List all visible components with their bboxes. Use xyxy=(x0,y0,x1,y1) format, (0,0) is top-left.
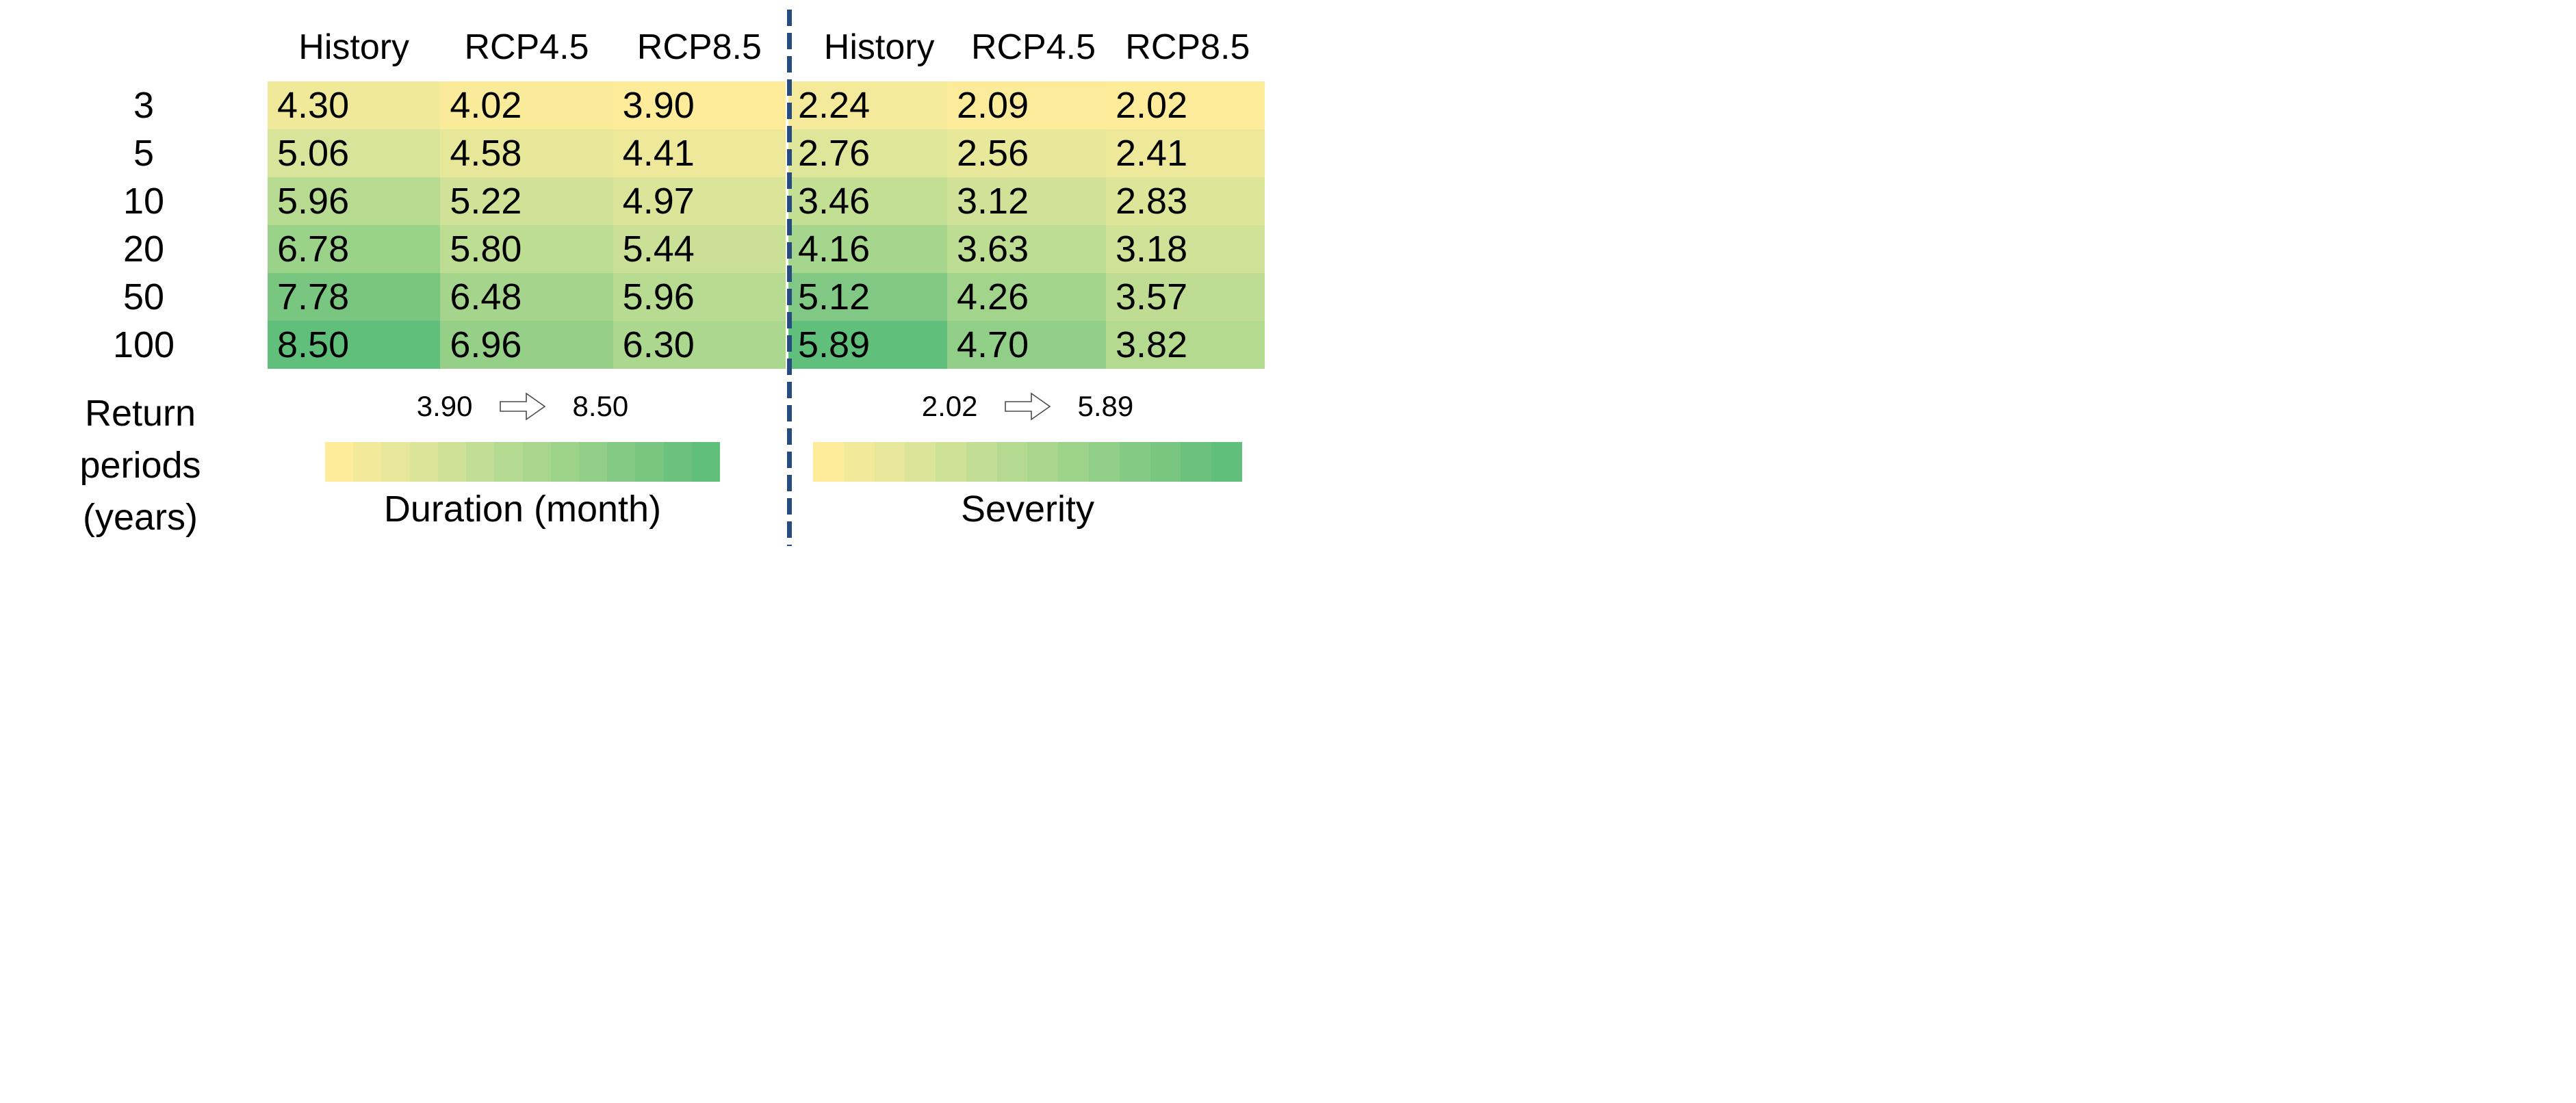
heatmap-cell: 4.26 xyxy=(947,273,1106,321)
colorbar-segment xyxy=(843,442,875,482)
heatmap-figure: History RCP4.5 RCP8.5 History RCP4.5 RCP8.5 … xyxy=(0,0,1288,552)
colorbar-segment xyxy=(966,442,997,482)
heatmap-cell: 6.78 xyxy=(268,225,441,273)
colorbar-segment xyxy=(437,442,467,482)
column-header-rcp4-5: RCP4.5 xyxy=(970,27,1096,67)
colorbar-segment xyxy=(813,442,844,482)
return-period-label: 20 xyxy=(123,229,165,270)
heatmap-cell: 5.12 xyxy=(788,273,947,321)
colorbar-segment xyxy=(409,442,438,482)
colorbar-segment xyxy=(607,442,636,482)
heatmap-cell: 6.30 xyxy=(613,321,786,369)
severity-colorbar xyxy=(813,442,1242,482)
heatmap-cell: 2.09 xyxy=(947,81,1106,129)
return-period-label: 100 xyxy=(112,324,175,365)
heatmap-cell: 3.90 xyxy=(613,81,786,129)
column-headers-severity: History RCP4.5 RCP8.5 xyxy=(802,25,1265,70)
column-header-rcp8-5: RCP8.5 xyxy=(636,27,762,67)
block-divider-dashed-line xyxy=(787,10,792,546)
colorbar-segment xyxy=(691,442,721,482)
right-arrow-icon xyxy=(1004,392,1051,421)
heatmap-cell: 7.78 xyxy=(268,273,441,321)
heatmap-cell: 4.41 xyxy=(613,129,786,177)
colorbar-segment xyxy=(905,442,936,482)
colorbar-segment xyxy=(996,442,1028,482)
colorbar-segment xyxy=(635,442,664,482)
row-axis-label-line1: Return xyxy=(84,393,196,434)
severity-heatmap: 2.24 2.09 2.02 2.76 2.56 2.41 3.46 3.12 2.83 4.16… xyxy=(788,81,1265,369)
heatmap-cell: 6.48 xyxy=(440,273,613,321)
heatmap-cell: 2.41 xyxy=(1106,129,1265,177)
colorbar-segment xyxy=(1027,442,1059,482)
heatmap-cell: 3.82 xyxy=(1106,321,1265,369)
row-axis-label-line3: (years) xyxy=(82,497,198,538)
heatmap-cell: 5.80 xyxy=(440,225,613,273)
heatmap-cell: 3.57 xyxy=(1106,273,1265,321)
return-period-labels: 3 5 10 20 50 100 xyxy=(41,81,246,369)
return-period-label: 3 xyxy=(133,85,155,126)
colorbar-segment xyxy=(550,442,579,482)
heatmap-cell: 5.89 xyxy=(788,321,947,369)
column-header-history: History xyxy=(823,27,935,67)
duration-colorbar-range: 3.90 8.50 xyxy=(325,387,720,426)
return-period-label: 50 xyxy=(123,276,165,317)
heatmap-cell: 2.56 xyxy=(947,129,1106,177)
heatmap-cell: 2.24 xyxy=(788,81,947,129)
colorbar-segment xyxy=(494,442,523,482)
duration-colorbar-title: Duration (month) xyxy=(383,489,662,530)
heatmap-cell: 6.96 xyxy=(440,321,613,369)
duration-max-value: 8.50 xyxy=(572,390,629,422)
colorbar-segment xyxy=(522,442,551,482)
colorbar-segment xyxy=(1058,442,1090,482)
colorbar-segment xyxy=(1181,442,1212,482)
column-header-rcp4-5: RCP4.5 xyxy=(464,27,589,67)
colorbar-segment xyxy=(381,442,410,482)
heatmap-cell: 4.30 xyxy=(268,81,441,129)
return-period-label: 5 xyxy=(133,133,155,174)
row-axis-label-line2: periods xyxy=(79,445,201,486)
heatmap-cell: 4.02 xyxy=(440,81,613,129)
colorbar-segment xyxy=(663,442,692,482)
heatmap-cell: 5.06 xyxy=(268,129,441,177)
duration-min-value: 3.90 xyxy=(416,390,473,422)
right-arrow-icon xyxy=(499,392,545,421)
heatmap-cell: 2.83 xyxy=(1106,177,1265,225)
column-headers-duration: History RCP4.5 RCP8.5 xyxy=(268,25,786,70)
heatmap-cell: 4.97 xyxy=(613,177,786,225)
column-header-rcp8-5: RCP8.5 xyxy=(1125,27,1250,67)
heatmap-cell: 5.96 xyxy=(268,177,441,225)
colorbar-segment xyxy=(1150,442,1181,482)
colorbar-segment xyxy=(936,442,966,482)
heatmap-cell: 4.16 xyxy=(788,225,947,273)
heatmap-cell: 8.50 xyxy=(268,321,441,369)
severity-min-value: 2.02 xyxy=(921,390,978,422)
heatmap-cell: 3.12 xyxy=(947,177,1106,225)
heatmap-cell: 5.22 xyxy=(440,177,613,225)
colorbar-segment xyxy=(1089,442,1120,482)
heatmap-cell: 5.44 xyxy=(613,225,786,273)
severity-colorbar-range: 2.02 5.89 xyxy=(813,387,1242,426)
heatmap-cell: 2.76 xyxy=(788,129,947,177)
heatmap-cell: 3.18 xyxy=(1106,225,1265,273)
heatmap-cell: 3.46 xyxy=(788,177,947,225)
colorbar-segment xyxy=(1211,442,1242,482)
colorbar-segment xyxy=(325,442,354,482)
duration-colorbar xyxy=(325,442,721,482)
heatmap-cell: 5.96 xyxy=(613,273,786,321)
severity-max-value: 5.89 xyxy=(1077,390,1134,422)
heatmap-cell: 3.63 xyxy=(947,225,1106,273)
colorbar-segment xyxy=(466,442,495,482)
colorbar-segment xyxy=(1119,442,1150,482)
row-axis-label: Return periods (years) xyxy=(21,387,260,543)
colorbar-segment xyxy=(578,442,608,482)
duration-heatmap: 4.30 4.02 3.90 5.06 4.58 4.41 5.96 5.22 4.97 6.78… xyxy=(268,81,786,369)
heatmap-cell: 4.70 xyxy=(947,321,1106,369)
colorbar-segment xyxy=(874,442,905,482)
heatmap-cell: 2.02 xyxy=(1106,81,1265,129)
severity-colorbar-title: Severity xyxy=(960,489,1095,530)
column-header-history: History xyxy=(298,27,410,67)
colorbar-segment xyxy=(353,442,382,482)
heatmap-cell: 4.58 xyxy=(440,129,613,177)
return-period-label: 10 xyxy=(123,181,165,222)
